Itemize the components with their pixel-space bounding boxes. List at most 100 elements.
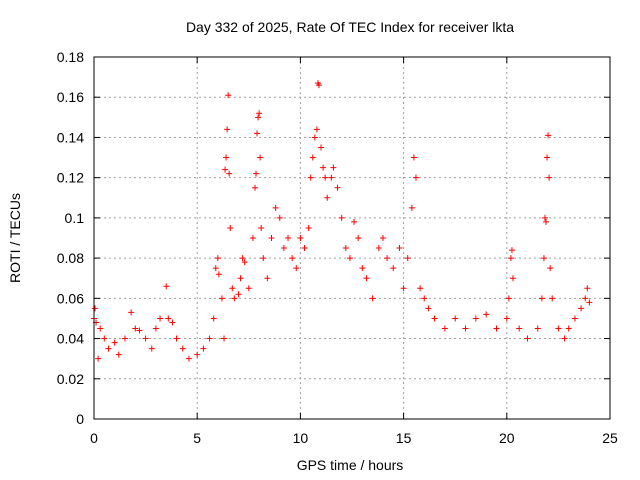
data-point — [483, 311, 490, 318]
data-point — [218, 295, 225, 302]
data-point — [541, 214, 548, 221]
data-point — [264, 275, 271, 282]
data-point — [322, 174, 329, 181]
data-point — [503, 315, 510, 322]
x-tick-label: 5 — [193, 430, 201, 446]
x-tick-labels: 0 5 10 15 20 25 — [90, 430, 618, 446]
y-tick-label: 0.08 — [57, 250, 84, 266]
y-tick-labels: 0 0.02 0.04 0.06 0.08 0.1 0.12 0.14 0.16 0.18 — [57, 49, 84, 427]
data-point — [276, 214, 283, 221]
data-point — [355, 235, 362, 241]
data-point — [390, 265, 397, 272]
data-point — [121, 335, 128, 342]
data-point — [549, 295, 556, 302]
data-point — [111, 339, 118, 346]
data-point — [215, 271, 222, 278]
x-axis-label: GPS time / hours — [297, 457, 404, 473]
data-point — [417, 285, 424, 292]
data-point — [224, 126, 231, 133]
data-point — [128, 309, 135, 316]
data-point — [544, 154, 551, 161]
data-point — [301, 245, 308, 252]
y-tick-label: 0.04 — [57, 331, 84, 347]
data-point — [516, 325, 523, 332]
data-point — [227, 224, 234, 231]
data-point — [101, 335, 108, 342]
data-point — [305, 224, 312, 231]
data-point — [431, 315, 438, 322]
data-point — [231, 295, 238, 302]
data-point — [547, 265, 554, 272]
data-point — [210, 315, 217, 322]
data-point — [452, 315, 459, 322]
data-point — [241, 259, 248, 266]
data-point — [586, 299, 593, 306]
data-point — [571, 315, 578, 322]
data-point — [508, 247, 515, 254]
data-point — [540, 255, 547, 262]
data-point — [185, 355, 192, 362]
data-point — [221, 335, 228, 342]
y-tick-label: 0 — [76, 411, 84, 427]
data-point — [318, 144, 325, 151]
data-point — [173, 335, 180, 342]
y-tick-label: 0.1 — [65, 210, 85, 226]
plot-frame — [93, 56, 611, 420]
data-point — [249, 235, 256, 241]
data-point — [95, 355, 102, 362]
data-point — [142, 335, 149, 342]
data-point — [334, 184, 341, 191]
axis-ticks — [93, 56, 611, 420]
data-point — [584, 285, 591, 292]
data-point — [169, 319, 176, 326]
data-point — [472, 315, 479, 322]
data-point — [578, 305, 585, 312]
data-point — [404, 255, 411, 262]
data-point — [289, 255, 296, 262]
data-point — [255, 114, 262, 121]
data-point — [545, 132, 552, 139]
data-point — [342, 245, 349, 252]
y-tick-label: 0.02 — [57, 371, 84, 387]
data-point — [311, 134, 318, 141]
data-point — [194, 351, 201, 358]
data-point — [400, 285, 407, 292]
data-point — [152, 325, 159, 332]
data-point — [412, 174, 419, 181]
data-point — [132, 325, 139, 332]
data-point — [379, 235, 386, 241]
data-point — [462, 325, 469, 332]
data-point — [505, 295, 512, 302]
data-point — [293, 265, 300, 272]
data-point — [421, 295, 428, 302]
data-point — [148, 345, 155, 352]
data-point — [320, 164, 327, 171]
x-tick-label: 0 — [90, 430, 98, 446]
data-point — [200, 345, 207, 352]
data-point — [363, 275, 370, 282]
data-point — [425, 305, 432, 312]
data-point — [257, 154, 264, 161]
data-point — [565, 325, 572, 332]
data-point — [408, 204, 415, 211]
data-point — [555, 325, 562, 332]
data-point — [396, 245, 403, 252]
data-point — [507, 255, 514, 262]
data-point — [223, 154, 230, 161]
y-tick-label: 0.12 — [57, 170, 84, 186]
data-point — [375, 245, 382, 252]
data-point — [163, 283, 170, 290]
data-point — [338, 214, 345, 221]
data-point — [324, 194, 331, 201]
data-point — [179, 345, 186, 352]
data-point — [157, 315, 164, 322]
data-point — [260, 255, 267, 262]
data-point — [351, 218, 358, 225]
data-point — [561, 335, 568, 342]
data-point — [251, 184, 258, 191]
data-point — [384, 255, 391, 262]
y-tick-label: 0.16 — [57, 89, 84, 105]
x-tick-label: 15 — [396, 430, 412, 446]
data-point — [369, 295, 376, 302]
